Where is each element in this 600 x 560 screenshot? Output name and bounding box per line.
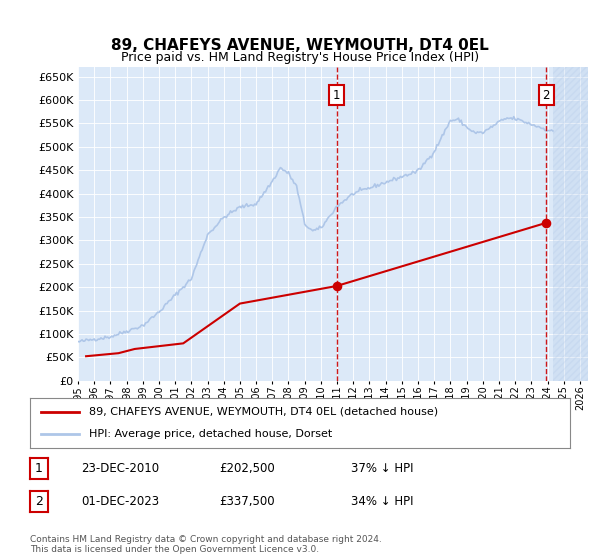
Text: Contains HM Land Registry data © Crown copyright and database right 2024.
This d: Contains HM Land Registry data © Crown c… bbox=[30, 535, 382, 554]
Text: 89, CHAFEYS AVENUE, WEYMOUTH, DT4 0EL: 89, CHAFEYS AVENUE, WEYMOUTH, DT4 0EL bbox=[111, 38, 489, 53]
Text: HPI: Average price, detached house, Dorset: HPI: Average price, detached house, Dors… bbox=[89, 429, 332, 439]
Text: 01-DEC-2023: 01-DEC-2023 bbox=[81, 495, 159, 508]
Text: 1: 1 bbox=[333, 89, 340, 102]
Point bbox=[332, 282, 341, 291]
Text: 89, CHAFEYS AVENUE, WEYMOUTH, DT4 0EL (detached house): 89, CHAFEYS AVENUE, WEYMOUTH, DT4 0EL (d… bbox=[89, 407, 439, 417]
Text: 23-DEC-2010: 23-DEC-2010 bbox=[81, 461, 159, 475]
Bar bbox=[553, 67, 588, 381]
Text: 1: 1 bbox=[35, 461, 43, 475]
Text: 34% ↓ HPI: 34% ↓ HPI bbox=[351, 495, 413, 508]
Text: 2: 2 bbox=[35, 495, 43, 508]
Text: Price paid vs. HM Land Registry's House Price Index (HPI): Price paid vs. HM Land Registry's House … bbox=[121, 52, 479, 64]
Text: 2: 2 bbox=[542, 89, 550, 102]
Text: 37% ↓ HPI: 37% ↓ HPI bbox=[351, 461, 413, 475]
Text: £202,500: £202,500 bbox=[219, 461, 275, 475]
Text: £337,500: £337,500 bbox=[219, 495, 275, 508]
Point bbox=[541, 218, 551, 227]
